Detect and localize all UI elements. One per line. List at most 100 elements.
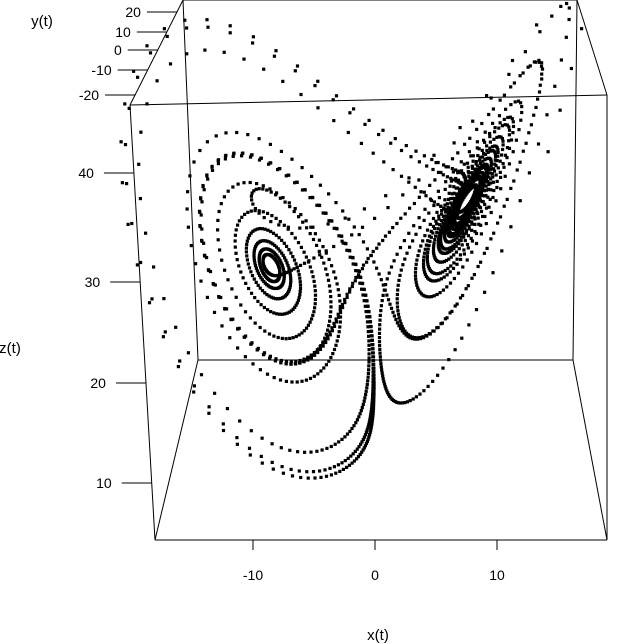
data-point xyxy=(366,379,370,383)
data-point xyxy=(496,154,500,158)
data-point xyxy=(454,244,458,248)
data-point xyxy=(550,14,554,18)
data-point xyxy=(446,197,451,201)
data-point xyxy=(467,150,471,154)
data-point xyxy=(431,379,435,383)
data-point xyxy=(474,308,479,312)
data-point xyxy=(362,446,366,450)
data-point xyxy=(470,166,475,170)
data-point xyxy=(358,452,362,456)
data-point xyxy=(240,215,244,219)
data-point xyxy=(479,232,483,236)
data-point xyxy=(362,299,366,303)
data-point xyxy=(252,258,256,262)
data-point xyxy=(349,454,353,458)
data-point xyxy=(421,293,425,297)
data-point xyxy=(461,186,466,190)
data-point xyxy=(432,244,436,248)
data-point xyxy=(247,286,251,291)
data-point xyxy=(434,161,438,165)
data-point xyxy=(259,156,263,160)
data-point xyxy=(470,216,474,220)
data-point xyxy=(268,142,272,146)
data-point xyxy=(268,356,272,360)
data-point xyxy=(324,332,328,336)
data-point xyxy=(489,161,493,165)
data-point xyxy=(386,298,391,302)
data-point xyxy=(490,149,494,153)
data-point xyxy=(479,190,483,194)
data-point xyxy=(401,263,405,267)
data-point xyxy=(495,179,499,183)
data-point xyxy=(365,315,369,319)
data-point xyxy=(483,179,487,183)
data-point xyxy=(404,144,408,148)
data-point xyxy=(293,181,297,185)
data-point xyxy=(426,239,430,243)
data-point xyxy=(413,274,418,278)
data-point xyxy=(337,440,341,444)
data-point xyxy=(476,154,480,158)
data-point xyxy=(399,216,403,220)
data-point xyxy=(408,334,412,338)
data-point xyxy=(502,117,506,121)
data-point xyxy=(366,330,370,334)
data-point xyxy=(258,325,262,330)
data-point xyxy=(219,295,223,300)
data-point xyxy=(449,264,453,268)
data-point xyxy=(367,423,371,427)
data-point xyxy=(326,328,330,332)
data-point xyxy=(366,325,370,329)
data-point xyxy=(221,422,225,426)
data-point xyxy=(496,166,500,170)
box-edge xyxy=(129,104,156,541)
data-point xyxy=(272,376,276,380)
data-point xyxy=(282,223,286,227)
data-point xyxy=(284,258,288,262)
data-point xyxy=(478,183,482,187)
data-point xyxy=(460,336,464,340)
data-point xyxy=(488,146,492,150)
data-point xyxy=(425,254,429,258)
data-point xyxy=(277,297,281,301)
data-point xyxy=(243,355,247,359)
data-point xyxy=(478,155,482,159)
data-point xyxy=(162,27,166,31)
data-point xyxy=(417,249,421,253)
data-point xyxy=(424,243,428,247)
data-point xyxy=(491,271,495,275)
box-edge xyxy=(154,359,199,541)
data-point xyxy=(431,247,436,251)
data-point xyxy=(433,238,437,242)
data-point xyxy=(447,215,451,219)
data-point xyxy=(338,310,343,314)
data-point xyxy=(444,208,448,212)
data-point xyxy=(451,196,456,200)
data-point xyxy=(247,266,252,270)
data-point xyxy=(447,191,451,195)
data-point xyxy=(443,268,447,273)
data-point xyxy=(255,227,259,231)
data-point xyxy=(185,52,189,56)
data-point xyxy=(288,286,292,290)
data-point xyxy=(476,189,480,193)
data-point xyxy=(389,141,393,145)
data-point xyxy=(271,296,275,300)
data-point xyxy=(540,72,544,76)
data-point xyxy=(298,286,303,290)
data-point xyxy=(337,330,341,334)
data-point xyxy=(287,201,291,205)
data-point xyxy=(494,155,498,159)
data-point xyxy=(493,162,497,166)
data-point xyxy=(280,465,284,469)
data-point xyxy=(427,211,431,215)
data-point xyxy=(298,293,302,297)
data-point xyxy=(442,207,446,211)
data-point xyxy=(298,290,302,294)
data-point xyxy=(447,224,451,228)
data-point xyxy=(354,421,358,425)
data-point xyxy=(459,193,463,197)
data-point xyxy=(309,356,313,360)
data-point xyxy=(489,177,493,181)
data-point xyxy=(246,133,250,137)
